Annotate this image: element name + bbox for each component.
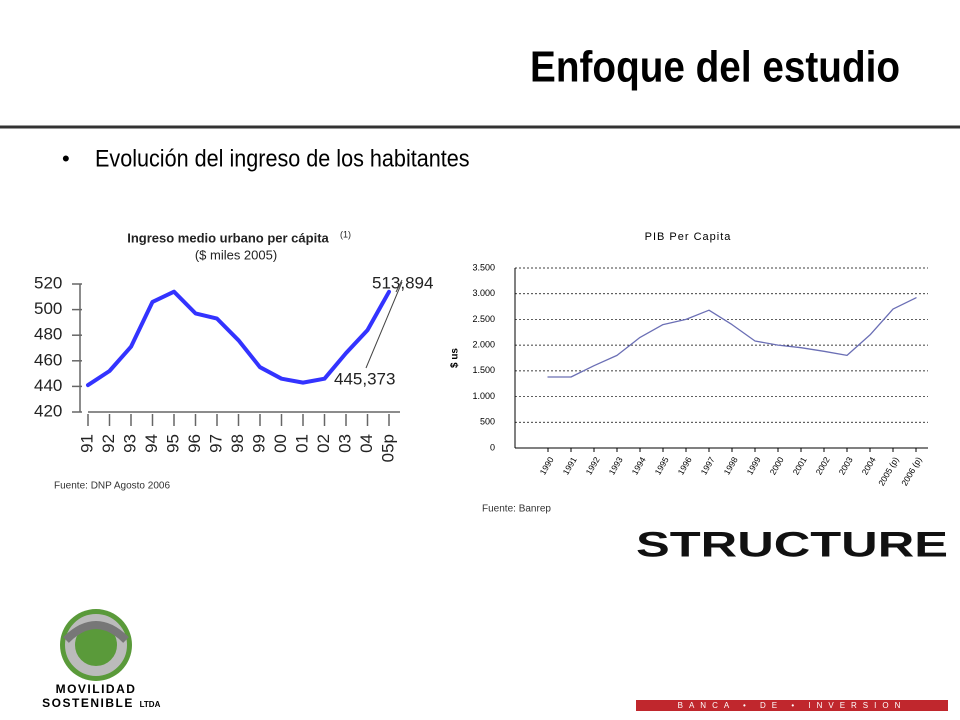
logo-road bbox=[63, 621, 129, 643]
x-tick-label: 99 bbox=[249, 434, 268, 453]
x-tick-label: 1996 bbox=[676, 455, 694, 477]
x-tick-label: 2000 bbox=[768, 455, 786, 477]
y-tick-label: 1.500 bbox=[472, 365, 495, 375]
x-tick-label: 1995 bbox=[653, 455, 671, 477]
leader-line bbox=[365, 281, 403, 369]
y-tick-label: 440 bbox=[34, 376, 62, 395]
logo-ring bbox=[65, 614, 127, 676]
bullet-dot: • bbox=[62, 146, 70, 171]
data-line bbox=[86, 289, 391, 388]
x-tick-label: 1997 bbox=[699, 455, 717, 477]
x-tick-label: 04 bbox=[357, 434, 376, 453]
chart-subtitle: ($ miles 2005) bbox=[195, 247, 277, 262]
x-tick-label: 94 bbox=[142, 434, 161, 453]
x-tick-label: 00 bbox=[271, 434, 290, 453]
y-tick-label: 3.500 bbox=[472, 262, 495, 272]
x-tick-label: 1993 bbox=[607, 455, 625, 477]
logo-text: LTDA bbox=[140, 700, 161, 709]
logo-text: STRUCTURE bbox=[636, 526, 948, 565]
logo-bar bbox=[636, 700, 948, 711]
x-tick-label: 2003 bbox=[837, 455, 855, 477]
x-tick-label: 05p bbox=[378, 434, 397, 462]
logo-text: BANCA • DE • INVERSION bbox=[678, 701, 907, 710]
plot-frame bbox=[515, 268, 928, 448]
x-tick-label: 2006 (p) bbox=[899, 455, 924, 488]
x-tick-label: 01 bbox=[292, 434, 311, 453]
x-tick-label: 2001 bbox=[791, 455, 809, 477]
y-axis-label: $ us bbox=[450, 348, 461, 368]
x-tick-label: 97 bbox=[206, 434, 225, 453]
y-tick-label: 500 bbox=[34, 299, 62, 318]
x-tick-label: 92 bbox=[99, 434, 118, 453]
y-tick-label: 500 bbox=[480, 417, 495, 427]
x-tick-label: 1998 bbox=[722, 455, 740, 477]
x-tick-label: 1999 bbox=[745, 455, 763, 477]
y-tick-label: 1.000 bbox=[472, 391, 495, 401]
x-tick-label: 96 bbox=[185, 434, 204, 453]
x-tick-label: 03 bbox=[335, 434, 354, 453]
data-line bbox=[547, 297, 917, 378]
x-tick-label: 1990 bbox=[538, 455, 556, 477]
logo-right: STRUCTURE BANCA • DE • INVERSION bbox=[636, 526, 948, 711]
x-tick-label: 1992 bbox=[584, 455, 602, 477]
chart-title: Ingreso medio urbano per cápita bbox=[127, 230, 329, 245]
bullet-text: Evolución del ingreso de los habitantes bbox=[95, 144, 470, 171]
x-tick-label: 98 bbox=[228, 434, 247, 453]
x-tick-label: 2004 bbox=[860, 455, 878, 477]
y-tick-label: 420 bbox=[34, 401, 62, 420]
chart-source: Fuente: DNP Agosto 2006 bbox=[54, 481, 170, 492]
x-tick-label: 95 bbox=[163, 434, 182, 453]
annotation: 513,894 bbox=[372, 273, 433, 292]
annotation: 445,373 bbox=[334, 369, 395, 388]
logo-text: MOVILIDAD bbox=[56, 682, 137, 696]
y-tick-label: 480 bbox=[34, 325, 62, 344]
x-tick-label: 2005 (p) bbox=[876, 455, 901, 488]
logo-text: SOSTENIBLE bbox=[42, 696, 134, 710]
logo-left: MOVILIDAD SOSTENIBLE LTDA bbox=[42, 609, 161, 710]
y-tick-label: 520 bbox=[34, 273, 62, 292]
x-tick-label: 2002 bbox=[814, 455, 832, 477]
slide-title: Enfoque del estudio bbox=[530, 41, 900, 91]
y-tick-label: 2.000 bbox=[472, 340, 495, 350]
x-tick-label: 02 bbox=[314, 434, 333, 453]
leader-line bbox=[395, 279, 403, 293]
x-tick-label: 93 bbox=[120, 434, 139, 453]
y-tick-label: 460 bbox=[34, 350, 62, 369]
x-tick-label: 91 bbox=[77, 434, 96, 453]
x-tick-label: 1994 bbox=[630, 455, 648, 477]
y-tick-label: 3.000 bbox=[472, 288, 495, 298]
x-tick-label: 1991 bbox=[561, 455, 579, 477]
y-tick-label: 2.500 bbox=[472, 314, 495, 324]
chart-title: PIB Per Capita bbox=[645, 231, 732, 243]
title-note: (1) bbox=[340, 229, 351, 239]
chart-source: Fuente: Banrep bbox=[482, 504, 551, 515]
y-tick-label: 0 bbox=[490, 442, 495, 452]
